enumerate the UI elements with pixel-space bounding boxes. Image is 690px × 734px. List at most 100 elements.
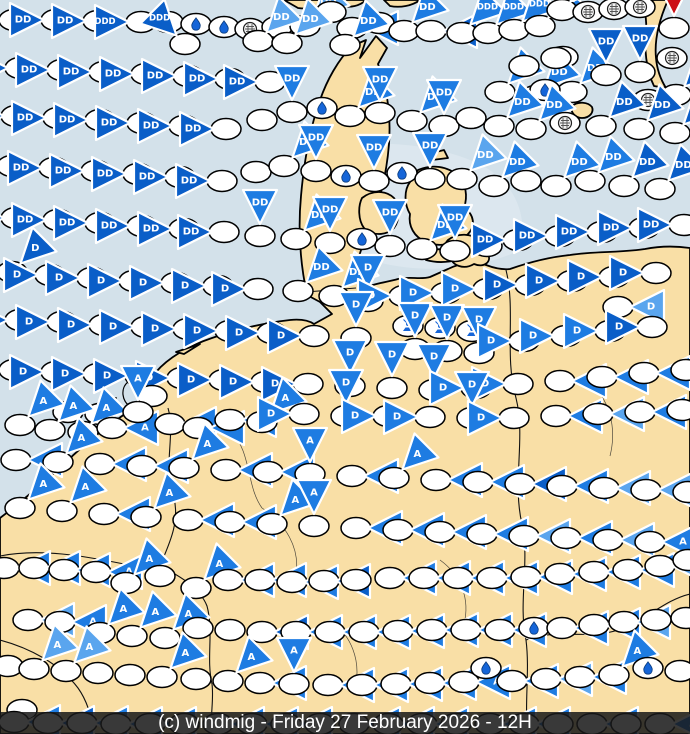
wind-pennant xyxy=(65,416,104,455)
pennant-label: DD xyxy=(551,67,568,78)
pennant-label: DDD xyxy=(529,0,550,10)
pennant-label: A xyxy=(89,617,97,628)
station-oval xyxy=(146,665,178,689)
pennant-label: DD xyxy=(181,176,198,187)
station-oval xyxy=(498,406,530,430)
pennant-label: D xyxy=(443,313,451,324)
wind-pennant xyxy=(153,471,192,510)
wind-pennant xyxy=(275,636,313,674)
station-oval xyxy=(670,358,690,382)
station-oval xyxy=(414,671,446,695)
wind-station xyxy=(624,0,656,19)
raindrop-icon xyxy=(219,20,229,34)
pennant-label: DD xyxy=(571,157,588,168)
station-oval xyxy=(382,518,414,542)
wind-pennant xyxy=(428,303,466,341)
wind-pennant xyxy=(327,368,365,406)
station-oval xyxy=(50,659,82,683)
wind-station: DD xyxy=(436,203,474,263)
station-oval xyxy=(608,610,640,634)
wind-pennant xyxy=(182,60,220,98)
pennant-label: A xyxy=(39,479,47,490)
pennant-label: A xyxy=(119,604,127,615)
wind-pennant xyxy=(0,62,10,74)
wind-pennant xyxy=(136,210,174,248)
pennant-label: D xyxy=(529,331,537,342)
wind-station: DD xyxy=(608,140,670,198)
station-oval xyxy=(450,618,482,642)
pennant-label: DD xyxy=(55,166,72,177)
wind-pennant xyxy=(411,0,450,24)
station-oval xyxy=(34,418,66,442)
pennant-label: DD xyxy=(546,100,563,111)
station-oval xyxy=(483,114,515,138)
station-oval xyxy=(510,169,542,193)
wind-station: A xyxy=(168,422,230,480)
station-oval xyxy=(244,671,276,695)
station-oval xyxy=(640,608,672,632)
station-oval xyxy=(42,450,74,474)
station-oval xyxy=(278,672,310,696)
wind-pennant xyxy=(218,363,256,401)
wind-station: DD xyxy=(361,65,399,125)
pennant-label: A xyxy=(290,646,298,657)
pennant-label: DD xyxy=(477,150,494,161)
pennant-label: D xyxy=(25,317,33,328)
wind-pennant xyxy=(0,314,10,326)
pennant-label: D xyxy=(535,276,543,287)
wind-pennant xyxy=(41,623,80,662)
station-oval xyxy=(282,279,314,303)
wind-pennant xyxy=(8,353,46,391)
raindrop-icon xyxy=(317,101,327,115)
station-oval xyxy=(424,520,456,544)
station-oval xyxy=(484,618,516,642)
wind-station xyxy=(214,618,246,642)
oval-icon-holder xyxy=(557,115,573,131)
pennant-label: DD xyxy=(143,224,160,235)
station-oval xyxy=(462,470,494,494)
station-oval xyxy=(300,159,332,183)
pennant-label: D xyxy=(103,371,111,382)
pennant-label: D xyxy=(151,324,159,335)
station-oval xyxy=(126,454,158,478)
oval-icon-holder xyxy=(664,50,680,66)
wind-pennant xyxy=(90,155,128,193)
station-oval xyxy=(388,19,420,43)
station-oval xyxy=(612,558,644,582)
wind-pennant xyxy=(107,587,146,626)
wind-pennant xyxy=(140,57,178,95)
wind-pennant xyxy=(440,270,478,308)
wind-pennant xyxy=(646,83,685,122)
pennant-label: DD xyxy=(101,221,118,232)
wind-station: A xyxy=(212,635,274,693)
station-oval xyxy=(414,167,446,191)
pennant-label: A xyxy=(141,423,149,434)
station-oval xyxy=(212,669,244,693)
wind-pennant xyxy=(94,207,132,245)
wind-pennant xyxy=(340,397,378,435)
wind-station: A xyxy=(119,364,157,424)
station-oval xyxy=(4,496,36,520)
map-caption: (c) windmig - Friday 27 February 2026 - … xyxy=(0,712,690,734)
station-oval xyxy=(346,673,378,697)
station-oval xyxy=(244,224,276,248)
pennant-label: DD xyxy=(349,267,366,278)
station-oval xyxy=(88,502,120,526)
wind-station: DD xyxy=(282,245,344,303)
wind-station: A xyxy=(146,631,208,689)
station-oval xyxy=(376,376,408,400)
pennant-label: DD xyxy=(422,141,439,152)
wind-pennant xyxy=(373,340,411,378)
pennant-label: DD xyxy=(17,215,34,226)
station-oval xyxy=(382,619,414,643)
wind-pennant xyxy=(241,188,279,226)
oval-icon-holder xyxy=(643,661,653,675)
station-oval xyxy=(544,369,576,393)
wind-pennant xyxy=(562,312,600,350)
wind-station: DD xyxy=(174,162,238,200)
station-oval xyxy=(246,108,278,132)
station-oval xyxy=(288,402,320,426)
station-oval xyxy=(240,160,272,184)
station-oval xyxy=(208,220,240,244)
